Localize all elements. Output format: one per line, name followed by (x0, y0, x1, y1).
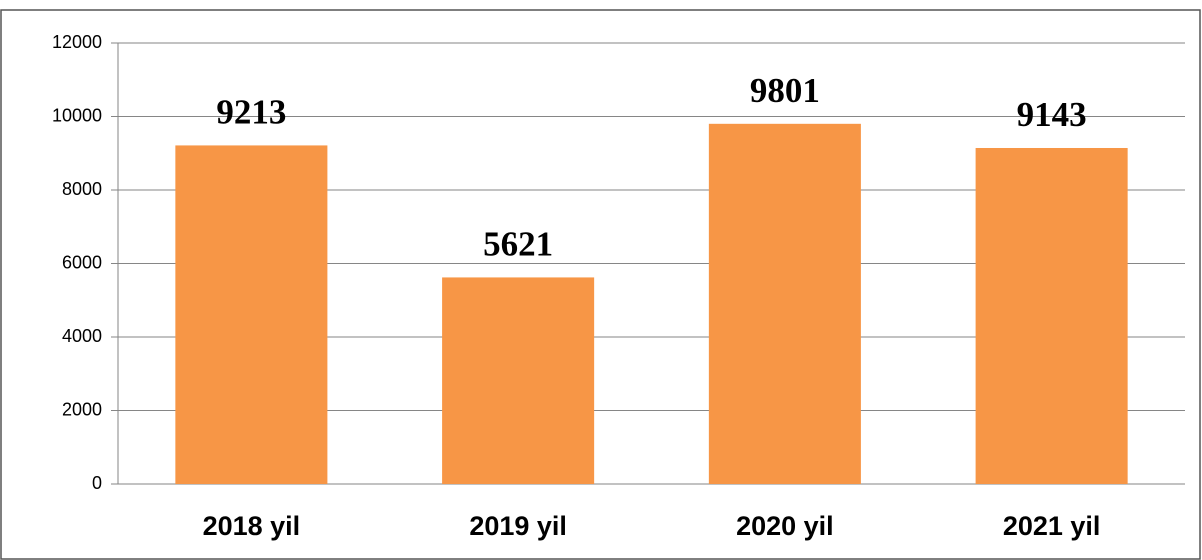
data-label: 9213 (216, 92, 286, 131)
bar (175, 145, 328, 485)
data-label: 9801 (750, 71, 820, 110)
x-tick-label: 2020 yil (736, 511, 834, 541)
x-tick-label: 2019 yil (469, 511, 567, 541)
bar (442, 277, 595, 484)
y-tick-label: 2000 (62, 399, 102, 419)
y-tick-label: 12000 (52, 32, 102, 52)
y-tick-label: 6000 (62, 252, 102, 272)
data-label: 9143 (1017, 95, 1087, 134)
y-tick-label: 4000 (62, 326, 102, 346)
x-tick-label: 2018 yil (203, 511, 301, 541)
y-tick-label: 0 (92, 473, 102, 493)
y-tick-label: 10000 (52, 105, 102, 125)
bar (975, 147, 1128, 484)
y-tick-label: 8000 (62, 179, 102, 199)
x-tick-label: 2021 yil (1003, 511, 1101, 541)
data-label: 5621 (483, 224, 553, 263)
bar (708, 123, 861, 485)
